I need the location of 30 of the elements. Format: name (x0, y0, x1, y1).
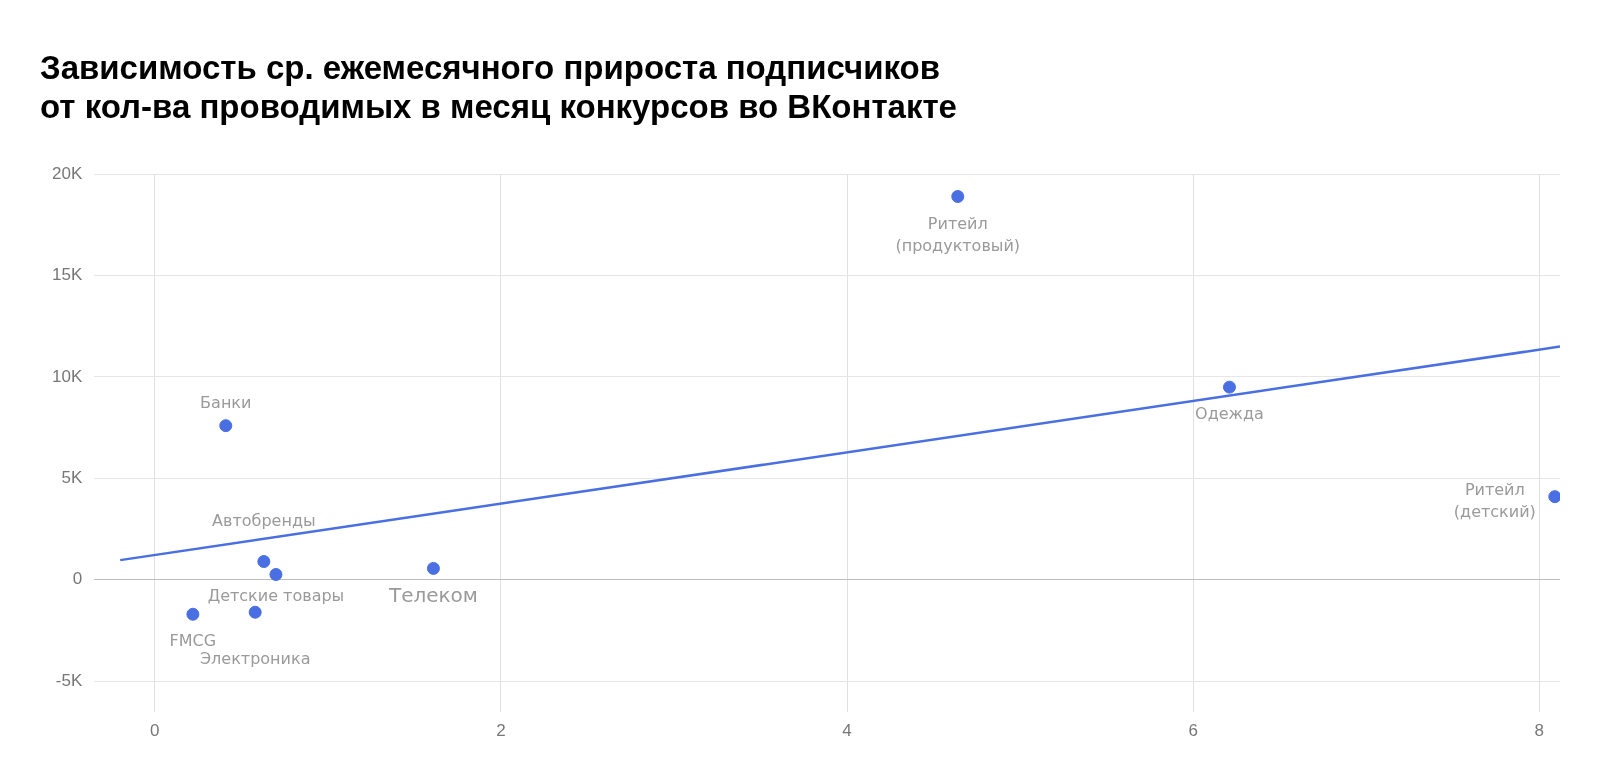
x-tick-label: 2 (496, 721, 506, 741)
y-tick-label: 10K (52, 366, 83, 386)
annotation: Ритейл (детский) (1453, 479, 1536, 521)
y-tick-label: -5K (55, 670, 83, 690)
annotation: Автобренды (212, 510, 316, 530)
y-tick-label: 15K (52, 265, 83, 285)
x-tick-label: 8 (1534, 721, 1544, 741)
y-tick-label: 20K (52, 163, 83, 183)
annotation: Детские товары (207, 585, 345, 605)
annotation: Банки (200, 392, 252, 412)
annotation: Одежда (1195, 404, 1264, 424)
point (1548, 490, 1560, 504)
point (951, 190, 965, 204)
annotation: Электроника (199, 649, 311, 669)
chart-title: Зависимость ср. ежемесячного прироста подписчиков от кол-ва проводимых в месяц конкурсов во ВКонтакте (40, 48, 957, 126)
y-tick-label: 5K (61, 468, 83, 488)
point (248, 605, 262, 619)
point (257, 555, 271, 569)
annotation: Ритейл (продуктовый) (895, 213, 1021, 255)
x-tick-label: 6 (1188, 721, 1198, 741)
point (426, 561, 440, 575)
annotation: Телеком (387, 582, 478, 607)
x-tick-label: 4 (842, 721, 852, 741)
x-tick-label: 0 (150, 721, 160, 741)
point (219, 419, 233, 433)
point (186, 607, 200, 621)
annotation: FMCG (169, 631, 217, 651)
y-tick-label: 0 (72, 569, 83, 589)
point (1222, 380, 1236, 394)
point (269, 568, 283, 582)
